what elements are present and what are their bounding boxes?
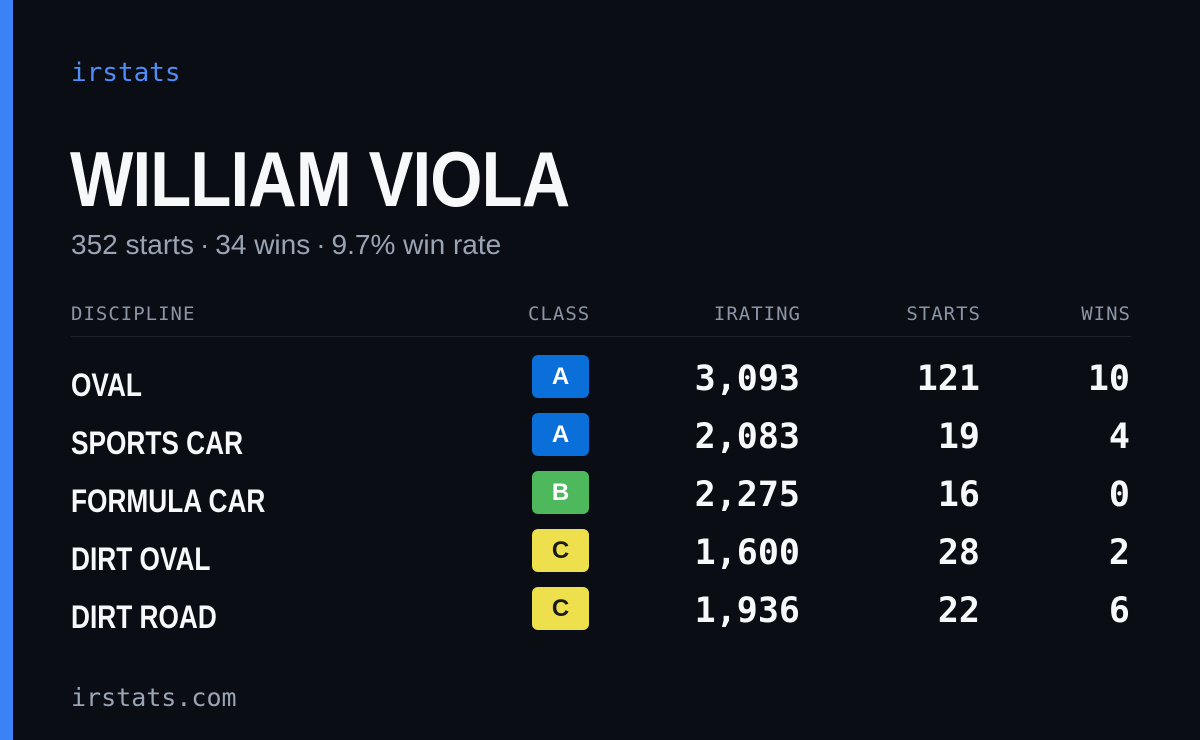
header-starts: STARTS bbox=[906, 303, 981, 325]
table-row: DIRT OVAL C 1,600 28 2 bbox=[71, 529, 1131, 587]
class-badge: A bbox=[532, 355, 589, 398]
total-wins: 34 wins bbox=[215, 229, 311, 260]
table-row: OVAL A 3,093 121 10 bbox=[71, 355, 1131, 413]
class-badge: B bbox=[532, 471, 589, 514]
discipline-name: OVAL bbox=[71, 367, 142, 403]
irating-value: 3,093 bbox=[694, 359, 800, 399]
wins-value: 2 bbox=[1108, 533, 1130, 573]
class-badge: C bbox=[532, 587, 589, 630]
table-row: DIRT ROAD C 1,936 22 6 bbox=[71, 587, 1131, 645]
starts-value: 22 bbox=[937, 591, 980, 631]
header-discipline: DISCIPLINE bbox=[71, 303, 196, 325]
wins-value: 0 bbox=[1108, 475, 1130, 515]
irating-value: 1,600 bbox=[694, 533, 800, 573]
discipline-table: DISCIPLINE CLASS IRATING STARTS WINS OVA… bbox=[71, 294, 1131, 645]
discipline-name: SPORTS CAR bbox=[71, 425, 244, 461]
starts-value: 16 bbox=[937, 475, 980, 515]
driver-summary: 352 starts · 34 wins · 9.7% win rate bbox=[71, 226, 501, 264]
header-wins: WINS bbox=[1081, 303, 1131, 325]
starts-value: 28 bbox=[937, 533, 980, 573]
footer-url: irstats.com bbox=[71, 683, 237, 712]
total-starts: 352 starts bbox=[71, 229, 194, 260]
driver-name: WILLIAM VIOLA bbox=[70, 135, 570, 223]
discipline-name: DIRT OVAL bbox=[71, 541, 211, 577]
table-row: SPORTS CAR A 2,083 19 4 bbox=[71, 413, 1131, 471]
irating-value: 1,936 bbox=[694, 591, 800, 631]
accent-bar bbox=[0, 0, 13, 740]
discipline-name: FORMULA CAR bbox=[71, 483, 266, 519]
table-header: DISCIPLINE CLASS IRATING STARTS WINS bbox=[71, 294, 1131, 337]
irating-value: 2,083 bbox=[694, 417, 800, 457]
wins-value: 4 bbox=[1108, 417, 1130, 457]
class-badge: C bbox=[532, 529, 589, 572]
wins-value: 6 bbox=[1108, 591, 1130, 631]
wins-value: 10 bbox=[1087, 359, 1130, 399]
header-irating: IRATING bbox=[713, 303, 801, 325]
class-badge: A bbox=[532, 413, 589, 456]
header-class: CLASS bbox=[528, 303, 591, 325]
table-body: OVAL A 3,093 121 10 SPORTS CAR A 2,083 1… bbox=[71, 355, 1131, 645]
separator-dot: · bbox=[199, 229, 210, 260]
starts-value: 19 bbox=[937, 417, 980, 457]
brand-logo-text: irstats bbox=[71, 58, 181, 88]
irating-value: 2,275 bbox=[694, 475, 800, 515]
separator-dot: · bbox=[316, 229, 326, 260]
table-row: FORMULA CAR B 2,275 16 0 bbox=[71, 471, 1131, 529]
win-rate: 9.7% win rate bbox=[331, 229, 502, 260]
discipline-name: DIRT ROAD bbox=[71, 599, 217, 635]
starts-value: 121 bbox=[916, 359, 980, 399]
